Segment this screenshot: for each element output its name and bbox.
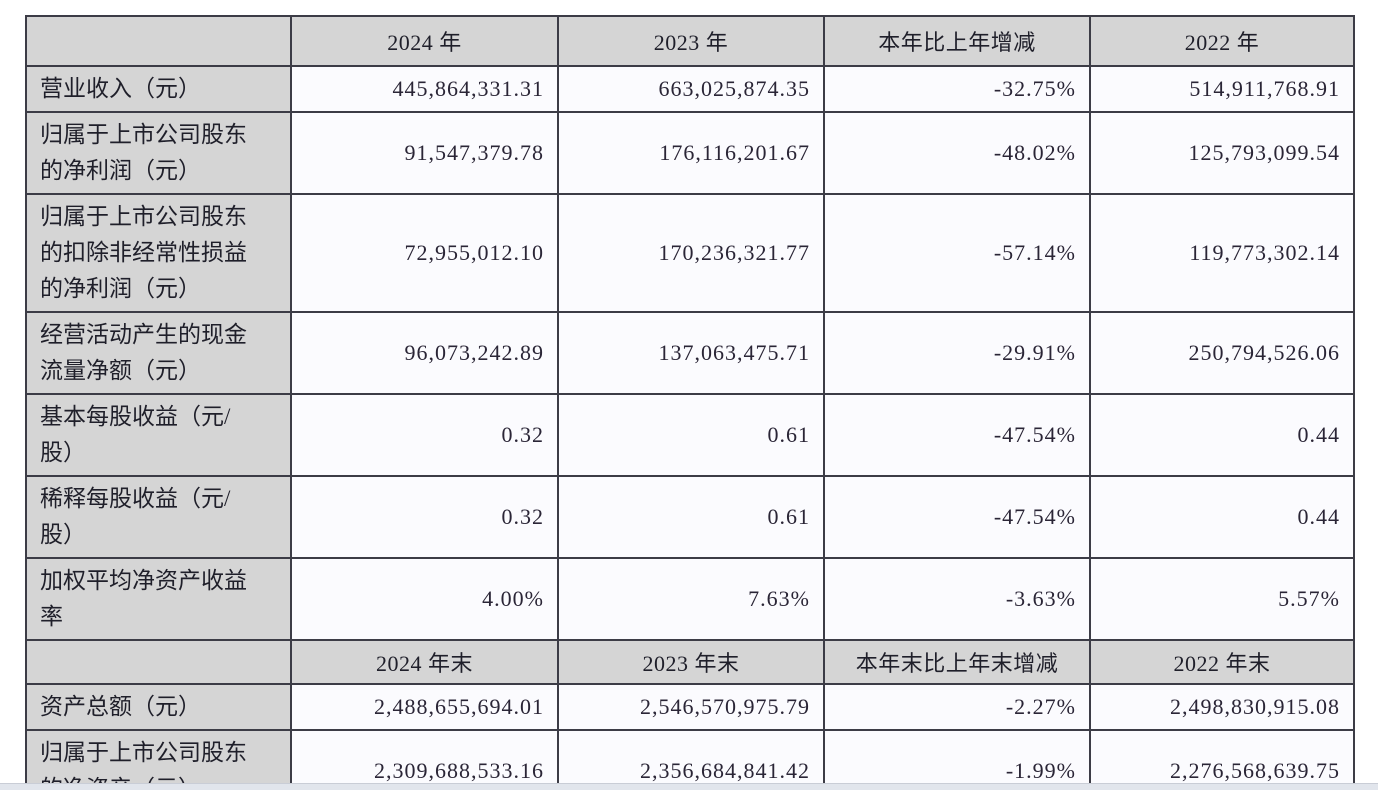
value-2023: 0.61 — [557, 475, 825, 559]
blank-corner-cell — [25, 639, 292, 685]
value-2023-end: 2,356,684,841.42 — [557, 729, 825, 790]
value-2022: 125,793,099.54 — [1089, 111, 1355, 195]
bottom-page-strip — [0, 783, 1378, 790]
col-header-2023-end: 2023 年末 — [557, 639, 825, 685]
table-row-diluted-eps: 稀释每股收益（元/ 股） 0.32 0.61 -47.54% 0.44 — [25, 475, 1355, 559]
value-2024: 72,955,012.10 — [290, 193, 559, 313]
table-row-net-profit: 归属于上市公司股东 的净利润（元） 91,547,379.78 176,116,… — [25, 111, 1355, 195]
table-row-net-assets: 归属于上市公司股东 的净资产（元） 2,309,688,533.16 2,356… — [25, 729, 1355, 790]
yoy-change: -3.63% — [823, 557, 1091, 641]
year-end-header-row: 2024 年末 2023 年末 本年末比上年末增减 2022 年末 — [25, 639, 1355, 685]
col-header-2022-end: 2022 年末 — [1089, 639, 1355, 685]
value-2022: 119,773,302.14 — [1089, 193, 1355, 313]
value-2024: 96,073,242.89 — [290, 311, 559, 395]
yoy-change: -47.54% — [823, 393, 1091, 477]
value-2022-end: 2,498,830,915.08 — [1089, 683, 1355, 731]
yoy-change: -32.75% — [823, 65, 1091, 113]
col-header-2023: 2023 年 — [557, 15, 825, 67]
value-2023: 170,236,321.77 — [557, 193, 825, 313]
row-label: 基本每股收益（元/ 股） — [25, 393, 292, 477]
yoy-change: -57.14% — [823, 193, 1091, 313]
financial-summary-table-container: 2024 年 2023 年 本年比上年增减 2022 年 营业收入（元） 445… — [25, 15, 1355, 790]
row-label: 经营活动产生的现金 流量净额（元） — [25, 311, 292, 395]
year-end-change: -2.27% — [823, 683, 1091, 731]
row-label: 归属于上市公司股东 的净资产（元） — [25, 729, 292, 790]
value-2024: 445,864,331.31 — [290, 65, 559, 113]
year-end-change: -1.99% — [823, 729, 1091, 790]
blank-corner-cell — [25, 15, 292, 67]
value-2023: 0.61 — [557, 393, 825, 477]
row-label: 归属于上市公司股东 的净利润（元） — [25, 111, 292, 195]
value-2024: 0.32 — [290, 393, 559, 477]
value-2023: 663,025,874.35 — [557, 65, 825, 113]
value-2024-end: 2,309,688,533.16 — [290, 729, 559, 790]
table-row-operating-cash-flow: 经营活动产生的现金 流量净额（元） 96,073,242.89 137,063,… — [25, 311, 1355, 395]
value-2024-end: 2,488,655,694.01 — [290, 683, 559, 731]
col-header-year-end-change: 本年末比上年末增减 — [823, 639, 1091, 685]
value-2022: 514,911,768.91 — [1089, 65, 1355, 113]
col-header-2024: 2024 年 — [290, 15, 559, 67]
value-2023-end: 2,546,570,975.79 — [557, 683, 825, 731]
table-row-weighted-avg-roe: 加权平均净资产收益 率 4.00% 7.63% -3.63% 5.57% — [25, 557, 1355, 641]
value-2022: 5.57% — [1089, 557, 1355, 641]
value-2022: 250,794,526.06 — [1089, 311, 1355, 395]
value-2024: 0.32 — [290, 475, 559, 559]
row-label: 营业收入（元） — [25, 65, 292, 113]
value-2022: 0.44 — [1089, 393, 1355, 477]
value-2022: 0.44 — [1089, 475, 1355, 559]
value-2024: 91,547,379.78 — [290, 111, 559, 195]
col-header-2024-end: 2024 年末 — [290, 639, 559, 685]
yoy-change: -29.91% — [823, 311, 1091, 395]
table-row-net-profit-excl-nonrecurring: 归属于上市公司股东 的扣除非经常性损益 的净利润（元） 72,955,012.1… — [25, 193, 1355, 313]
yoy-change: -47.54% — [823, 475, 1091, 559]
row-label: 加权平均净资产收益 率 — [25, 557, 292, 641]
value-2023: 137,063,475.71 — [557, 311, 825, 395]
table-row-total-assets: 资产总额（元） 2,488,655,694.01 2,546,570,975.7… — [25, 683, 1355, 731]
table-row-operating-revenue: 营业收入（元） 445,864,331.31 663,025,874.35 -3… — [25, 65, 1355, 113]
value-2024: 4.00% — [290, 557, 559, 641]
value-2023: 7.63% — [557, 557, 825, 641]
row-label: 归属于上市公司股东 的扣除非经常性损益 的净利润（元） — [25, 193, 292, 313]
financial-summary-table: 2024 年 2023 年 本年比上年增减 2022 年 营业收入（元） 445… — [25, 15, 1355, 790]
annual-header-row: 2024 年 2023 年 本年比上年增减 2022 年 — [25, 15, 1355, 67]
table-row-basic-eps: 基本每股收益（元/ 股） 0.32 0.61 -47.54% 0.44 — [25, 393, 1355, 477]
row-label: 资产总额（元） — [25, 683, 292, 731]
col-header-yoy-change: 本年比上年增减 — [823, 15, 1091, 67]
col-header-2022: 2022 年 — [1089, 15, 1355, 67]
value-2022-end: 2,276,568,639.75 — [1089, 729, 1355, 790]
yoy-change: -48.02% — [823, 111, 1091, 195]
row-label: 稀释每股收益（元/ 股） — [25, 475, 292, 559]
value-2023: 176,116,201.67 — [557, 111, 825, 195]
